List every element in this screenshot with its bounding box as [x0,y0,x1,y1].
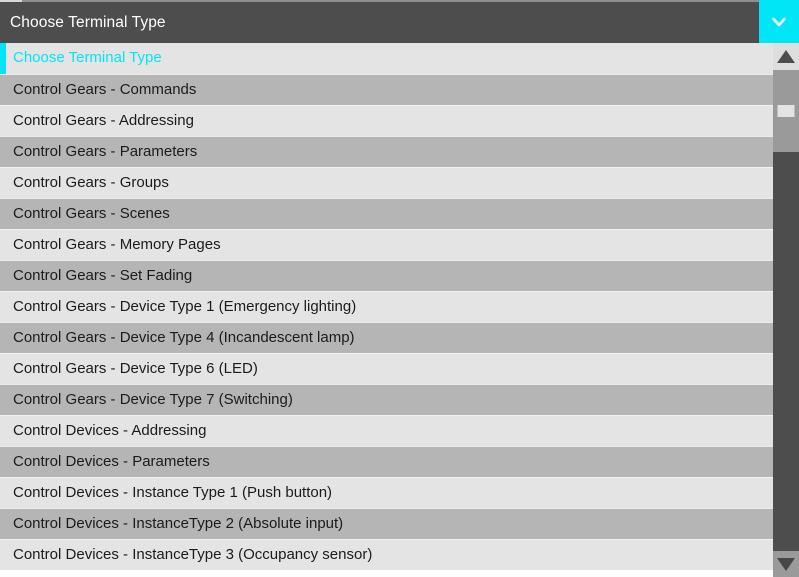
window-top-border [0,0,799,2]
dropdown-item[interactable]: Control Devices - Addressing [0,415,799,446]
dropdown-item[interactable]: Control Gears - Memory Pages [0,229,799,260]
dropdown-item[interactable]: Control Gears - Groups [0,167,799,198]
dropdown-item-label: Control Gears - Groups [13,174,169,191]
dropdown-item-label: Control Devices - Instance Type 1 (Push … [13,484,333,501]
dropdown-item[interactable]: Control Gears - Device Type 7 (Switching… [0,384,799,415]
dropdown-item[interactable]: Control Gears - Parameters [0,136,799,167]
window-top-corner [0,0,22,2]
scrollbar[interactable] [773,43,799,577]
dropdown-item[interactable]: Control Gears - Device Type 4 (Incandesc… [0,322,799,353]
dropdown-item[interactable]: Control Gears - Device Type 6 (LED) [0,353,799,384]
chevron-down-icon [768,11,790,33]
dropdown-item-label: Control Gears - Device Type 1 (Emergency… [13,298,357,315]
scroll-down-button[interactable] [773,551,799,577]
dropdown-item[interactable]: Control Gears - Addressing [0,105,799,136]
dropdown-item-label: Control Devices - InstanceType 2 (Absolu… [13,515,344,532]
scroll-up-button[interactable] [773,43,799,70]
dropdown-item[interactable]: Control Devices - Parameters [0,446,799,477]
arrow-down-icon [777,557,795,571]
scrollbar-gripper [777,105,795,117]
dropdown-item-label: Control Devices - Addressing [13,422,207,439]
dropdown-item-label: Control Gears - Memory Pages [13,236,221,253]
dropdown-item-label: Control Gears - Device Type 6 (LED) [13,360,258,377]
combobox-selected-label: Choose Terminal Type [10,14,166,31]
arrow-up-icon [777,50,795,63]
dropdown-item[interactable]: Control Gears - Scenes [0,198,799,229]
dropdown-item-label: Choose Terminal Type [13,49,162,66]
dropdown-item-label: Control Gears - Device Type 4 (Incandesc… [13,329,355,346]
dropdown-item[interactable]: Control Devices - Instance Type 1 (Push … [0,477,799,508]
dropdown-item-label: Control Gears - Device Type 7 (Switching… [13,391,293,408]
scrollbar-thumb[interactable] [773,70,799,152]
dropdown-item-label: Control Gears - Commands [13,81,197,98]
dropdown-item[interactable]: Control Gears - Commands [0,74,799,105]
dropdown-item-label: Control Gears - Parameters [13,143,198,160]
scrollbar-track[interactable] [773,152,799,551]
dropdown-item-label: Control Devices - Parameters [13,453,210,470]
dropdown-item-label: Control Gears - Set Fading [13,267,193,284]
combobox-header[interactable]: Choose Terminal Type [0,0,799,43]
dropdown-toggle-button[interactable] [759,0,799,43]
dropdown-item-label: Control Devices - InstanceType 3 (Occupa… [13,546,373,563]
dropdown-list: Choose Terminal Type Control Gears - Comm… [0,43,799,570]
dropdown-item-label: Control Gears - Scenes [13,205,170,222]
list-bottom-edge [0,570,773,577]
dropdown-item[interactable]: Control Gears - Device Type 1 (Emergency… [0,291,799,322]
selected-item-indicator [0,43,6,74]
dropdown-item-label: Control Gears - Addressing [13,112,194,129]
dropdown-item[interactable]: Choose Terminal Type [0,43,799,74]
dropdown-item[interactable]: Control Devices - InstanceType 2 (Absolu… [0,508,799,539]
dropdown-item[interactable]: Control Gears - Set Fading [0,260,799,291]
dropdown-item[interactable]: Control Devices - InstanceType 3 (Occupa… [0,539,799,570]
